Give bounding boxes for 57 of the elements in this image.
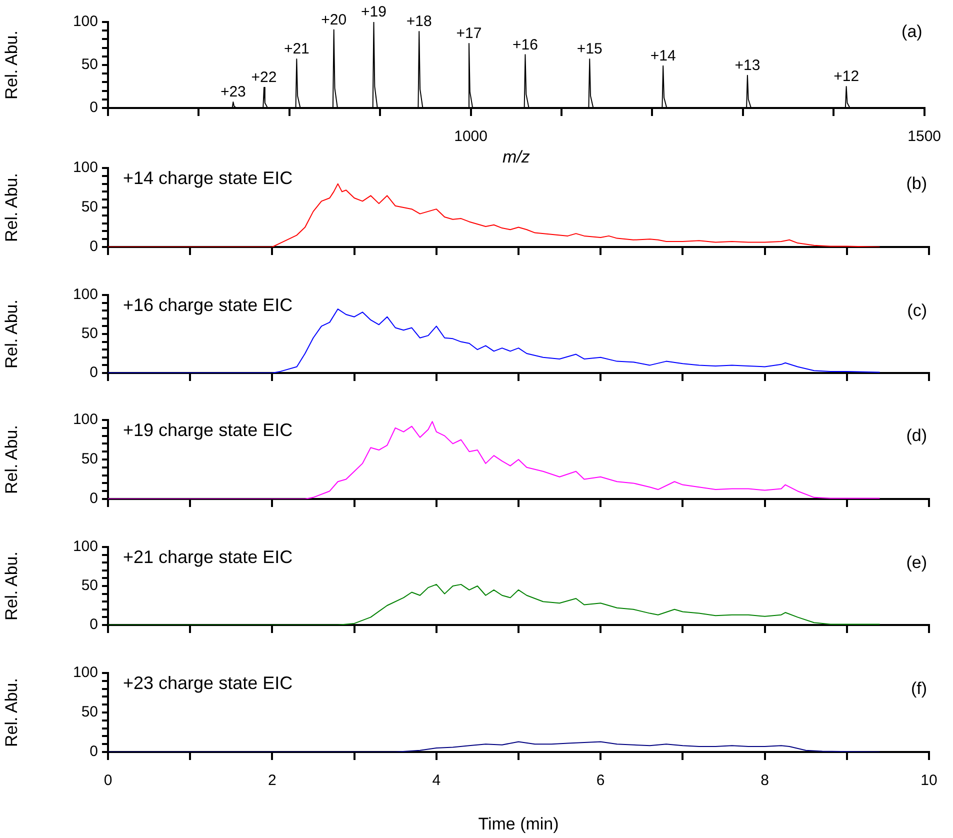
- x-tick-label: 10: [920, 772, 938, 790]
- annotation: +20: [321, 11, 347, 28]
- x-tick-label: 4: [432, 772, 441, 790]
- y-axis-title: Rel. Abu.: [2, 300, 21, 368]
- annotation: +13: [734, 56, 760, 74]
- y-tick-label: 0: [90, 490, 98, 508]
- y-tick-label: 0: [90, 743, 98, 760]
- y-tick-label: 50: [81, 704, 98, 721]
- chart-title: +21 charge state EIC: [123, 546, 293, 567]
- x-tick-label: 2: [268, 772, 276, 790]
- y-tick-label: 100: [72, 538, 98, 556]
- chart-title: +19 charge state EIC: [123, 420, 293, 440]
- chart-title: +23 charge state EIC: [123, 672, 293, 693]
- x-tick-label: 1500: [908, 128, 942, 146]
- annotation: (a): [902, 22, 922, 42]
- annotation: +21: [284, 40, 310, 58]
- y-tick-label: 0: [90, 99, 98, 116]
- y-axis-title: Rel. Abu.: [2, 30, 21, 100]
- y-tick-label: 100: [72, 286, 98, 304]
- x-axis-title: Time (min): [478, 814, 559, 834]
- x-tick-label: 1000: [454, 128, 488, 146]
- y-axis-title: Rel. Abu.: [2, 173, 21, 242]
- y-tick-label: 0: [90, 238, 98, 256]
- x-tick-label: 8: [760, 772, 769, 790]
- y-tick-label: 100: [72, 13, 98, 30]
- annotation: (f): [910, 679, 927, 698]
- y-tick-label: 50: [81, 325, 98, 342]
- chart-title: +16 charge state EIC: [123, 294, 293, 315]
- annotation: +23: [220, 84, 246, 101]
- x-axis-title: m/z: [502, 148, 530, 167]
- y-tick-label: 50: [81, 577, 98, 594]
- x-tick-label: 6: [596, 772, 605, 790]
- annotation: +16: [512, 36, 538, 54]
- y-tick-label: 100: [72, 159, 98, 176]
- y-tick-label: 0: [90, 616, 98, 634]
- chart-title: +14 charge state EIC: [123, 168, 293, 188]
- y-tick-label: 50: [81, 450, 98, 468]
- annotation: +17: [456, 25, 482, 42]
- y-tick-label: 50: [81, 198, 98, 216]
- y-tick-label: 50: [81, 56, 98, 74]
- annotation: +19: [361, 4, 386, 21]
- y-tick-label: 0: [90, 364, 98, 382]
- x-tick-label: 0: [104, 772, 112, 790]
- annotation: +14: [650, 48, 676, 64]
- y-tick-label: 100: [72, 411, 98, 428]
- annotation: +15: [576, 40, 602, 58]
- annotation: +18: [406, 13, 432, 30]
- annotation: (c): [907, 301, 927, 320]
- annotation: (e): [906, 553, 927, 572]
- annotation: +12: [834, 68, 860, 86]
- y-axis-title: Rel. Abu.: [2, 678, 21, 747]
- annotation: (d): [906, 426, 927, 446]
- annotation: +22: [251, 69, 277, 86]
- y-axis-title: Rel. Abu.: [2, 552, 21, 620]
- y-tick-label: 100: [72, 664, 98, 682]
- y-axis-title: Rel. Abu.: [2, 425, 21, 494]
- annotation: (b): [906, 174, 927, 194]
